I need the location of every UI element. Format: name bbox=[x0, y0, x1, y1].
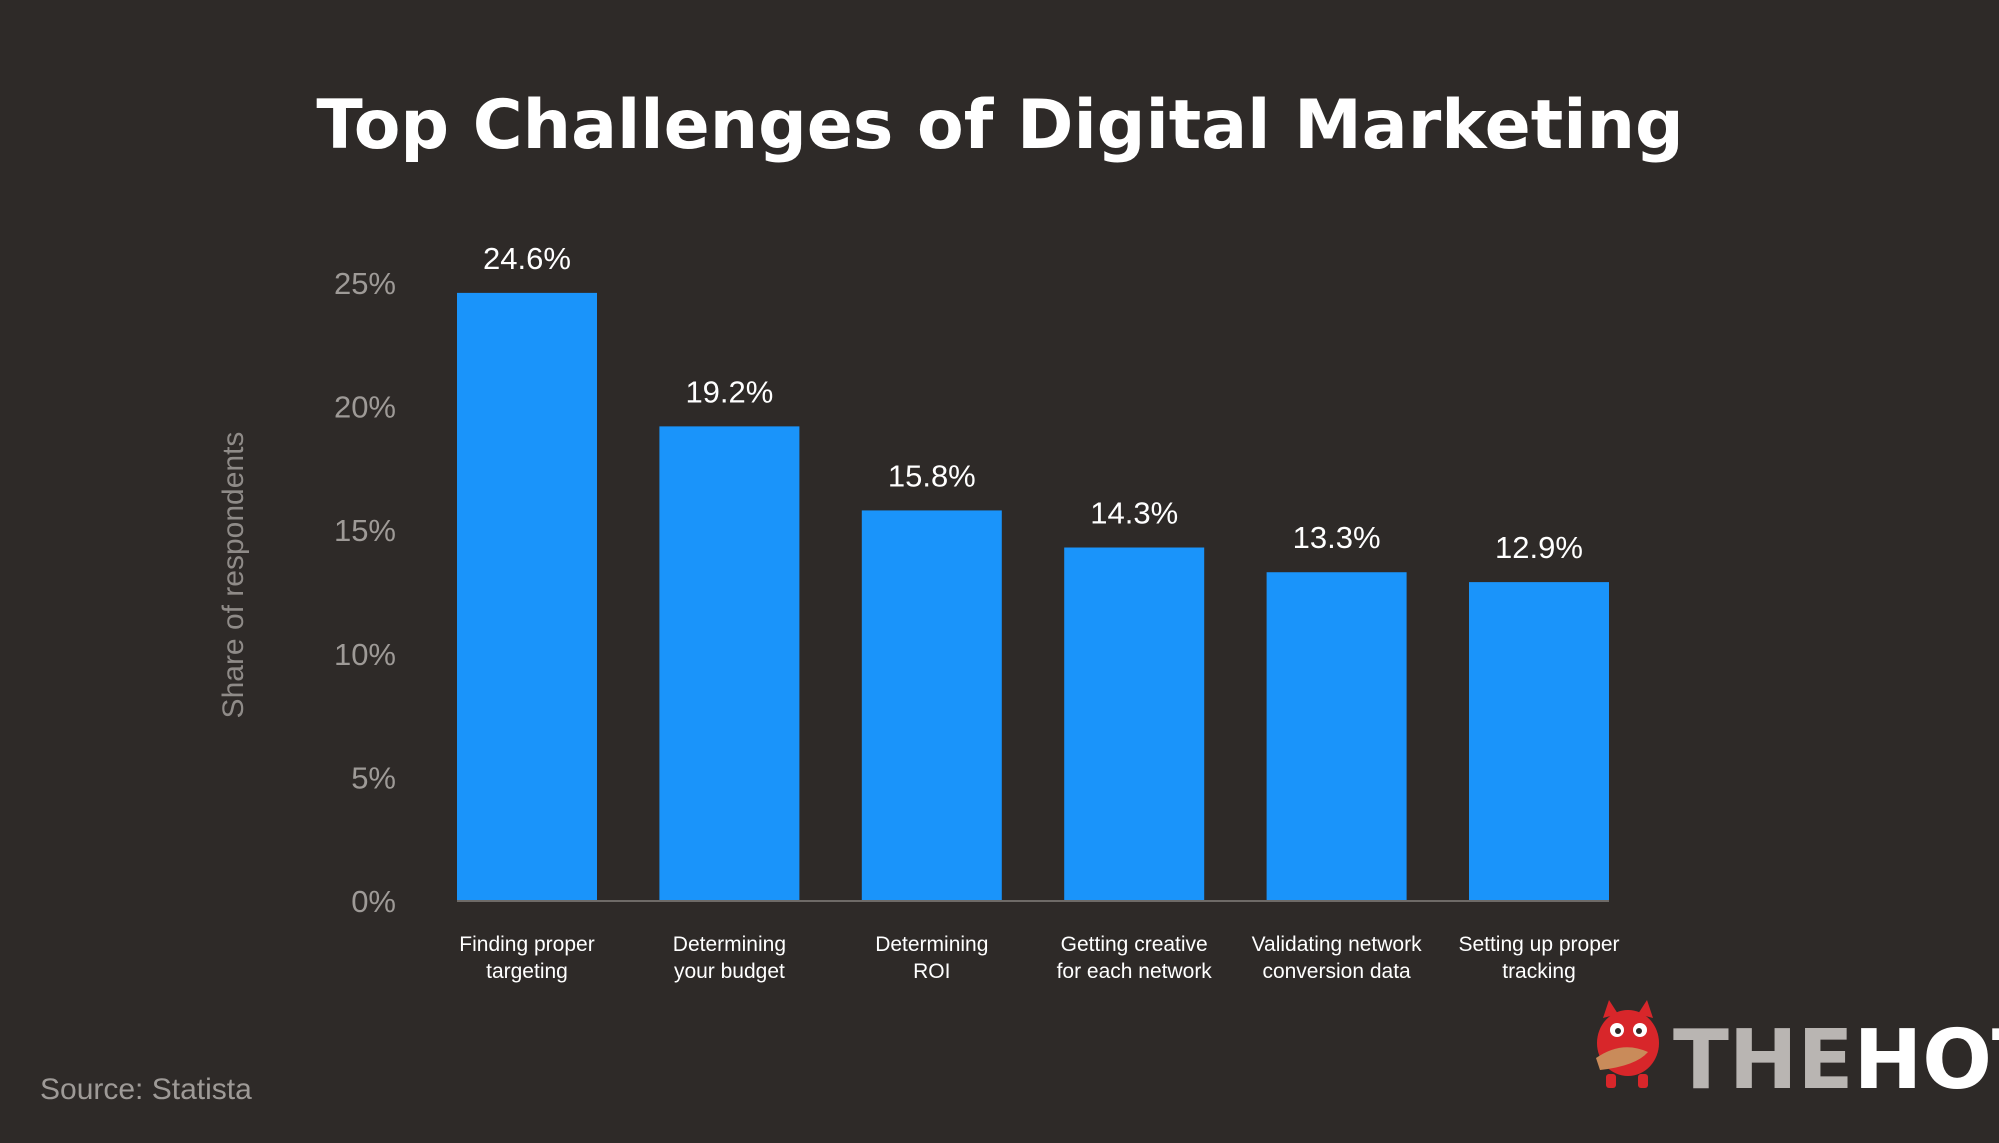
category-labels: Finding proper targeting Determining your b… bbox=[459, 933, 1619, 983]
bar-value-label: 15.8% bbox=[888, 458, 976, 493]
x-category-label-line: Finding proper bbox=[459, 933, 594, 956]
brand-logo: THEHOTH bbox=[1596, 1000, 1999, 1108]
x-category-label-line: for each network bbox=[1057, 960, 1213, 983]
bar bbox=[1469, 582, 1609, 901]
x-category-label-line: ROI bbox=[913, 960, 950, 983]
y-tick-label: 10% bbox=[334, 637, 396, 672]
brand-name-hoth: HOTH bbox=[1854, 1013, 1999, 1108]
x-category-label: Finding proper targeting bbox=[459, 933, 594, 983]
y-tick-label: 25% bbox=[334, 266, 396, 301]
bar bbox=[659, 426, 800, 901]
x-category-label-line: Validating network bbox=[1252, 933, 1423, 956]
x-category-label: Validating network conversion data bbox=[1252, 933, 1423, 983]
value-labels: 24.6% 19.2% 15.8% 14.3% 13.3% 12.9% bbox=[483, 241, 1583, 565]
bar-value-label: 14.3% bbox=[1090, 496, 1178, 531]
y-axis-ticks: 0% 5% 10% 15% 20% 25% bbox=[334, 266, 396, 919]
x-category-label-line: Determining bbox=[673, 933, 786, 956]
bar-value-label: 13.3% bbox=[1293, 520, 1381, 555]
x-category-label-line: your budget bbox=[674, 960, 785, 983]
x-category-label-line: Determining bbox=[875, 933, 988, 956]
y-tick-label: 15% bbox=[334, 513, 396, 548]
y-tick-label: 0% bbox=[351, 884, 396, 919]
x-category-label-line: conversion data bbox=[1262, 960, 1411, 983]
bar bbox=[457, 292, 597, 901]
source-note: Source: Statista bbox=[40, 1073, 252, 1106]
bar bbox=[861, 510, 1002, 901]
x-category-label-line: Setting up proper bbox=[1458, 933, 1619, 956]
y-axis-title: Share of respondents bbox=[217, 432, 250, 719]
x-category-label: Getting creative for each network bbox=[1057, 933, 1213, 983]
x-category-label: Determining your budget bbox=[673, 933, 786, 983]
brand-name: THEHOTH bbox=[1673, 1013, 1999, 1108]
red-monster-mascot-icon bbox=[1596, 1000, 1659, 1088]
chart-title: Top Challenges of Digital Marketing bbox=[316, 86, 1683, 165]
y-tick-label: 20% bbox=[334, 390, 396, 425]
x-category-label: Setting up proper tracking bbox=[1458, 933, 1619, 983]
bar-value-label: 24.6% bbox=[483, 241, 571, 276]
bars bbox=[457, 292, 1609, 901]
x-category-label-line: tracking bbox=[1502, 960, 1576, 983]
x-category-label: Determining ROI bbox=[875, 933, 988, 983]
x-category-label-line: targeting bbox=[486, 960, 568, 983]
bar-value-label: 12.9% bbox=[1495, 530, 1583, 565]
bar bbox=[1064, 547, 1205, 901]
brand-name-the: THE bbox=[1673, 1013, 1854, 1108]
x-category-label-line: Getting creative bbox=[1061, 933, 1208, 956]
y-tick-label: 5% bbox=[351, 760, 396, 795]
bar bbox=[1266, 572, 1407, 901]
bar-value-label: 19.2% bbox=[685, 374, 773, 409]
